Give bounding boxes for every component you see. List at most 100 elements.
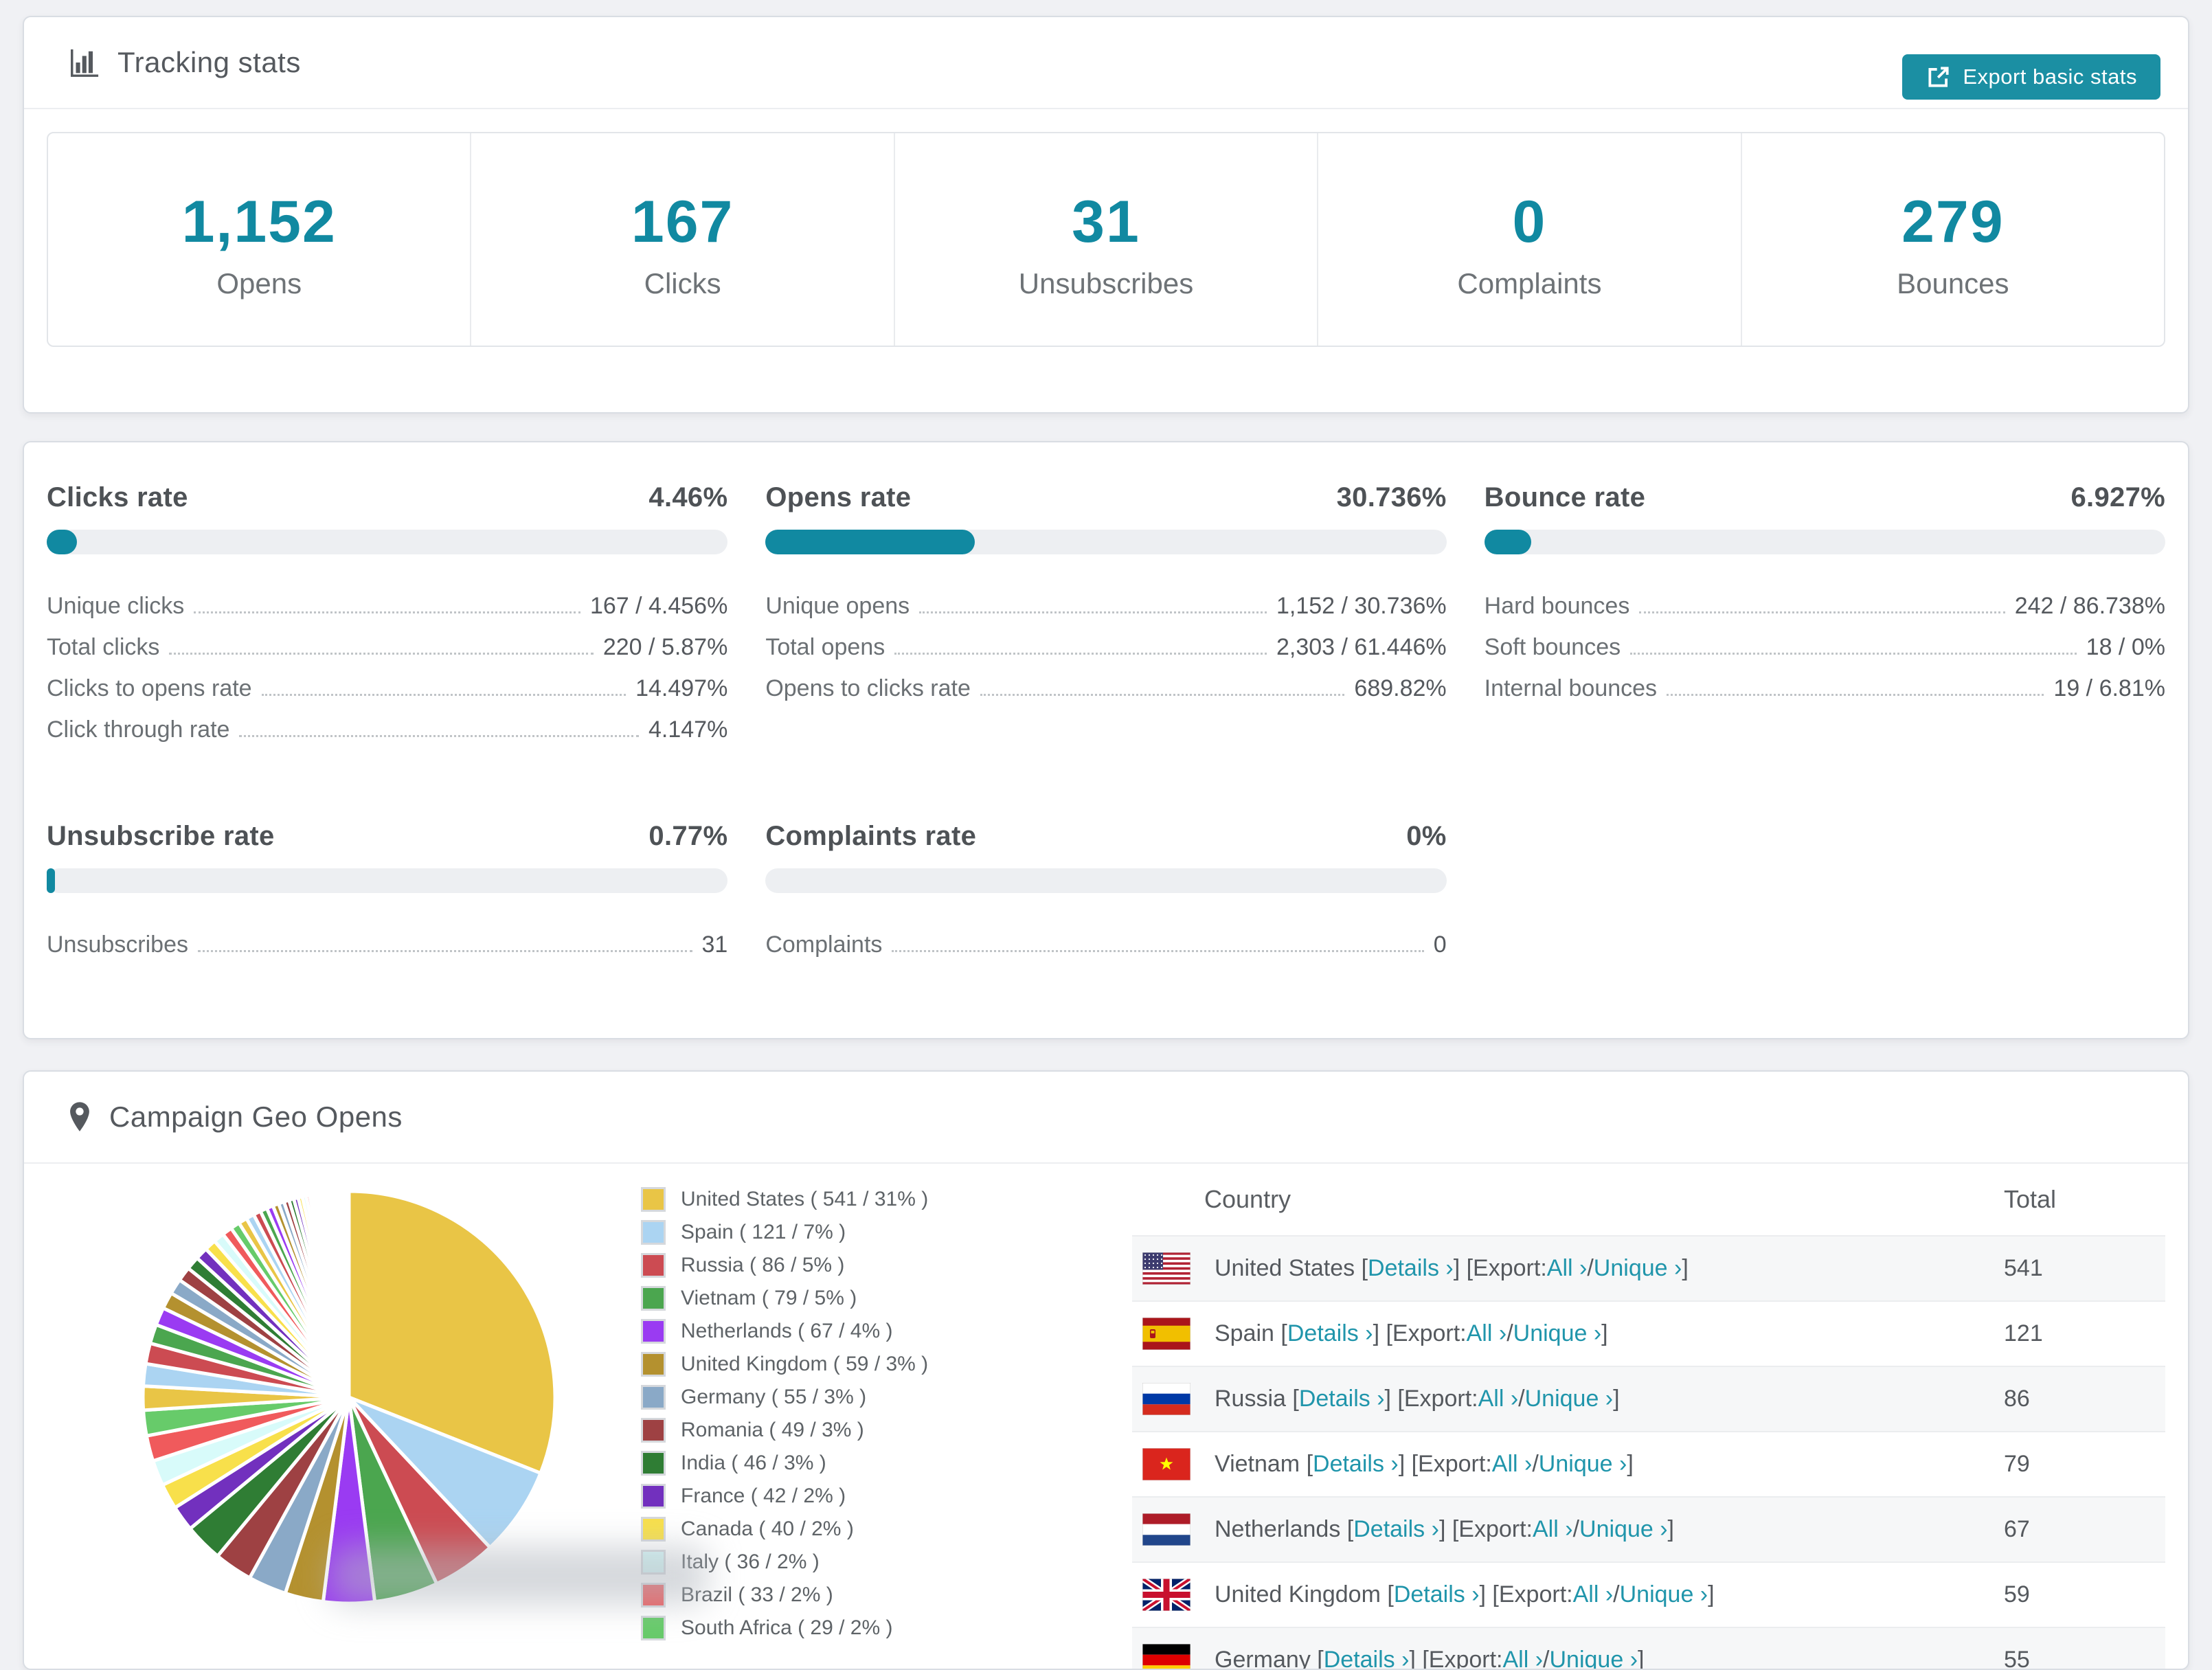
summary-value: 167 bbox=[631, 189, 734, 255]
es-flag-icon bbox=[1142, 1318, 1190, 1350]
rate-block-complaints-rate: Complaints rate 0% Complaints 0 bbox=[765, 821, 1447, 973]
rate-detail-label: Click through rate bbox=[47, 716, 230, 743]
dotted-leader bbox=[239, 735, 639, 737]
country-name: Netherlands bbox=[1215, 1516, 1347, 1542]
export-all-link[interactable]: All › bbox=[1572, 1581, 1614, 1607]
slash: / bbox=[1587, 1255, 1594, 1281]
rate-value: 4.46% bbox=[648, 482, 728, 512]
bracket: [ bbox=[1387, 1581, 1394, 1607]
details-link[interactable]: Details › bbox=[1393, 1581, 1480, 1607]
summary-band: 1,152 Opens 167 Clicks 31 Unsubscribes 0 Compla… bbox=[47, 132, 2165, 347]
total-value: 121 bbox=[2004, 1320, 2043, 1346]
export-unique-link[interactable]: Unique › bbox=[1538, 1451, 1627, 1477]
rate-title: Unsubscribe rate bbox=[47, 821, 275, 851]
dotted-leader bbox=[1630, 653, 2077, 655]
total-value: 79 bbox=[2004, 1451, 2030, 1477]
export-unique-link[interactable]: Unique › bbox=[1579, 1516, 1668, 1542]
rate-detail-label: Clicks to opens rate bbox=[47, 675, 252, 701]
rate-value: 6.927% bbox=[2070, 482, 2165, 512]
export-unique-link[interactable]: Unique › bbox=[1513, 1320, 1602, 1346]
slash: / bbox=[1532, 1451, 1539, 1477]
details-link[interactable]: Details › bbox=[1313, 1451, 1399, 1477]
details-link[interactable]: Details › bbox=[1298, 1386, 1385, 1412]
export-all-link[interactable]: All › bbox=[1466, 1320, 1507, 1346]
bracket: ] bbox=[1627, 1451, 1634, 1477]
legend-item: Germany ( 55 / 3% ) bbox=[641, 1385, 1026, 1410]
export-unique-link[interactable]: Unique › bbox=[1619, 1581, 1708, 1607]
export-unique-link[interactable]: Unique › bbox=[1593, 1255, 1682, 1281]
details-link[interactable]: Details › bbox=[1368, 1255, 1454, 1281]
geo-table-row-netherlands: Netherlands [Details ›] [Export: All › /… bbox=[1132, 1496, 2165, 1562]
rate-detail-value: 167 / 4.456% bbox=[589, 593, 728, 619]
rate-detail-value: 0 bbox=[1433, 932, 1447, 958]
dotted-leader bbox=[894, 653, 1267, 655]
slash: / bbox=[1506, 1320, 1513, 1346]
summary-label: Unsubscribes bbox=[1018, 267, 1194, 300]
rate-detail-value: 4.147% bbox=[648, 716, 728, 743]
export-basic-stats-button[interactable]: Export basic stats bbox=[1902, 54, 2160, 100]
export-unique-link[interactable]: Unique › bbox=[1524, 1386, 1614, 1412]
rate-block-unsubscribe-rate: Unsubscribe rate 0.77% Unsubscribes 31 bbox=[47, 821, 728, 973]
legend-item: France ( 42 / 2% ) bbox=[641, 1484, 1026, 1509]
rate-title: Opens rate bbox=[765, 482, 912, 512]
country-name: United Kingdom bbox=[1215, 1581, 1388, 1607]
page-title: Tracking stats bbox=[117, 46, 301, 78]
bracket: [ bbox=[1346, 1516, 1354, 1542]
rate-progress-bar bbox=[1484, 530, 2165, 554]
rate-progress-fill bbox=[47, 530, 78, 554]
rates-grid: Clicks rate 4.46% Unique clicks 167 / 4.456… bbox=[47, 482, 2165, 973]
legend-swatch bbox=[641, 1187, 666, 1212]
legend-item: Vietnam ( 79 / 5% ) bbox=[641, 1286, 1026, 1311]
export-all-link[interactable]: All › bbox=[1533, 1516, 1573, 1542]
export-label: ] [Export: bbox=[1479, 1581, 1573, 1607]
rate-detail-value: 242 / 86.738% bbox=[2014, 593, 2165, 619]
slash: / bbox=[1543, 1647, 1550, 1669]
total-value: 59 bbox=[2004, 1581, 2030, 1607]
rate-detail-label: Opens to clicks rate bbox=[765, 675, 971, 701]
details-link[interactable]: Details › bbox=[1323, 1647, 1410, 1669]
export-all-link[interactable]: All › bbox=[1491, 1451, 1533, 1477]
rate-progress-fill bbox=[1484, 530, 1532, 554]
bracket: ] bbox=[1638, 1647, 1645, 1669]
country-name: Vietnam bbox=[1215, 1451, 1307, 1477]
rate-detail-row: Clicks to opens rate 14.497% bbox=[47, 675, 727, 702]
legend-label: Spain ( 121 / 7% ) bbox=[681, 1221, 846, 1243]
bracket: ] bbox=[1708, 1581, 1715, 1607]
legend-label: India ( 46 / 3% ) bbox=[681, 1452, 826, 1474]
total-value: 541 bbox=[2004, 1255, 2043, 1281]
export-all-link[interactable]: All › bbox=[1478, 1386, 1519, 1412]
legend-label: Romania ( 49 / 3% ) bbox=[681, 1419, 864, 1441]
export-all-link[interactable]: All › bbox=[1502, 1647, 1544, 1669]
dotted-leader bbox=[197, 950, 692, 952]
dotted-leader bbox=[194, 611, 580, 613]
rate-detail-value: 220 / 5.87% bbox=[602, 634, 728, 660]
summary-value: 1,152 bbox=[181, 189, 337, 255]
details-link[interactable]: Details › bbox=[1353, 1516, 1439, 1542]
rate-detail-row: Total opens 2,303 / 61.446% bbox=[765, 634, 1446, 661]
rate-progress-bar bbox=[765, 530, 1447, 554]
rate-detail-label: Unsubscribes bbox=[47, 932, 188, 958]
export-label: ] [Export: bbox=[1373, 1320, 1467, 1346]
summary-cell-opens: 1,152 Opens bbox=[48, 133, 470, 346]
export-all-link[interactable]: All › bbox=[1546, 1255, 1588, 1281]
bracket: ] bbox=[1667, 1516, 1674, 1542]
export-unique-link[interactable]: Unique › bbox=[1549, 1647, 1638, 1669]
dotted-leader bbox=[261, 694, 627, 696]
legend-swatch bbox=[641, 1253, 666, 1278]
export-label: ] [Export: bbox=[1384, 1386, 1478, 1412]
geo-table-row-spain: Spain [Details ›] [Export: All › / Uniqu… bbox=[1132, 1300, 2165, 1366]
rate-detail-row: Hard bounces 242 / 86.738% bbox=[1485, 593, 2165, 620]
rate-detail-row: Unique clicks 167 / 4.456% bbox=[47, 593, 727, 620]
pie-slice-other bbox=[346, 1189, 351, 1399]
legend-item: Romania ( 49 / 3% ) bbox=[641, 1418, 1026, 1443]
ru-flag-icon bbox=[1142, 1383, 1190, 1415]
rate-title: Bounce rate bbox=[1484, 482, 1646, 512]
rate-progress-bar bbox=[47, 868, 728, 893]
summary-cell-unsubscribes: 31 Unsubscribes bbox=[893, 133, 1317, 346]
total-value: 55 bbox=[2004, 1647, 2030, 1669]
legend-label: United Kingdom ( 59 / 3% ) bbox=[681, 1353, 929, 1375]
details-link[interactable]: Details › bbox=[1287, 1320, 1373, 1346]
bracket: [ bbox=[1306, 1451, 1313, 1477]
rate-detail-label: Internal bounces bbox=[1484, 675, 1658, 701]
legend-swatch bbox=[641, 1385, 666, 1410]
